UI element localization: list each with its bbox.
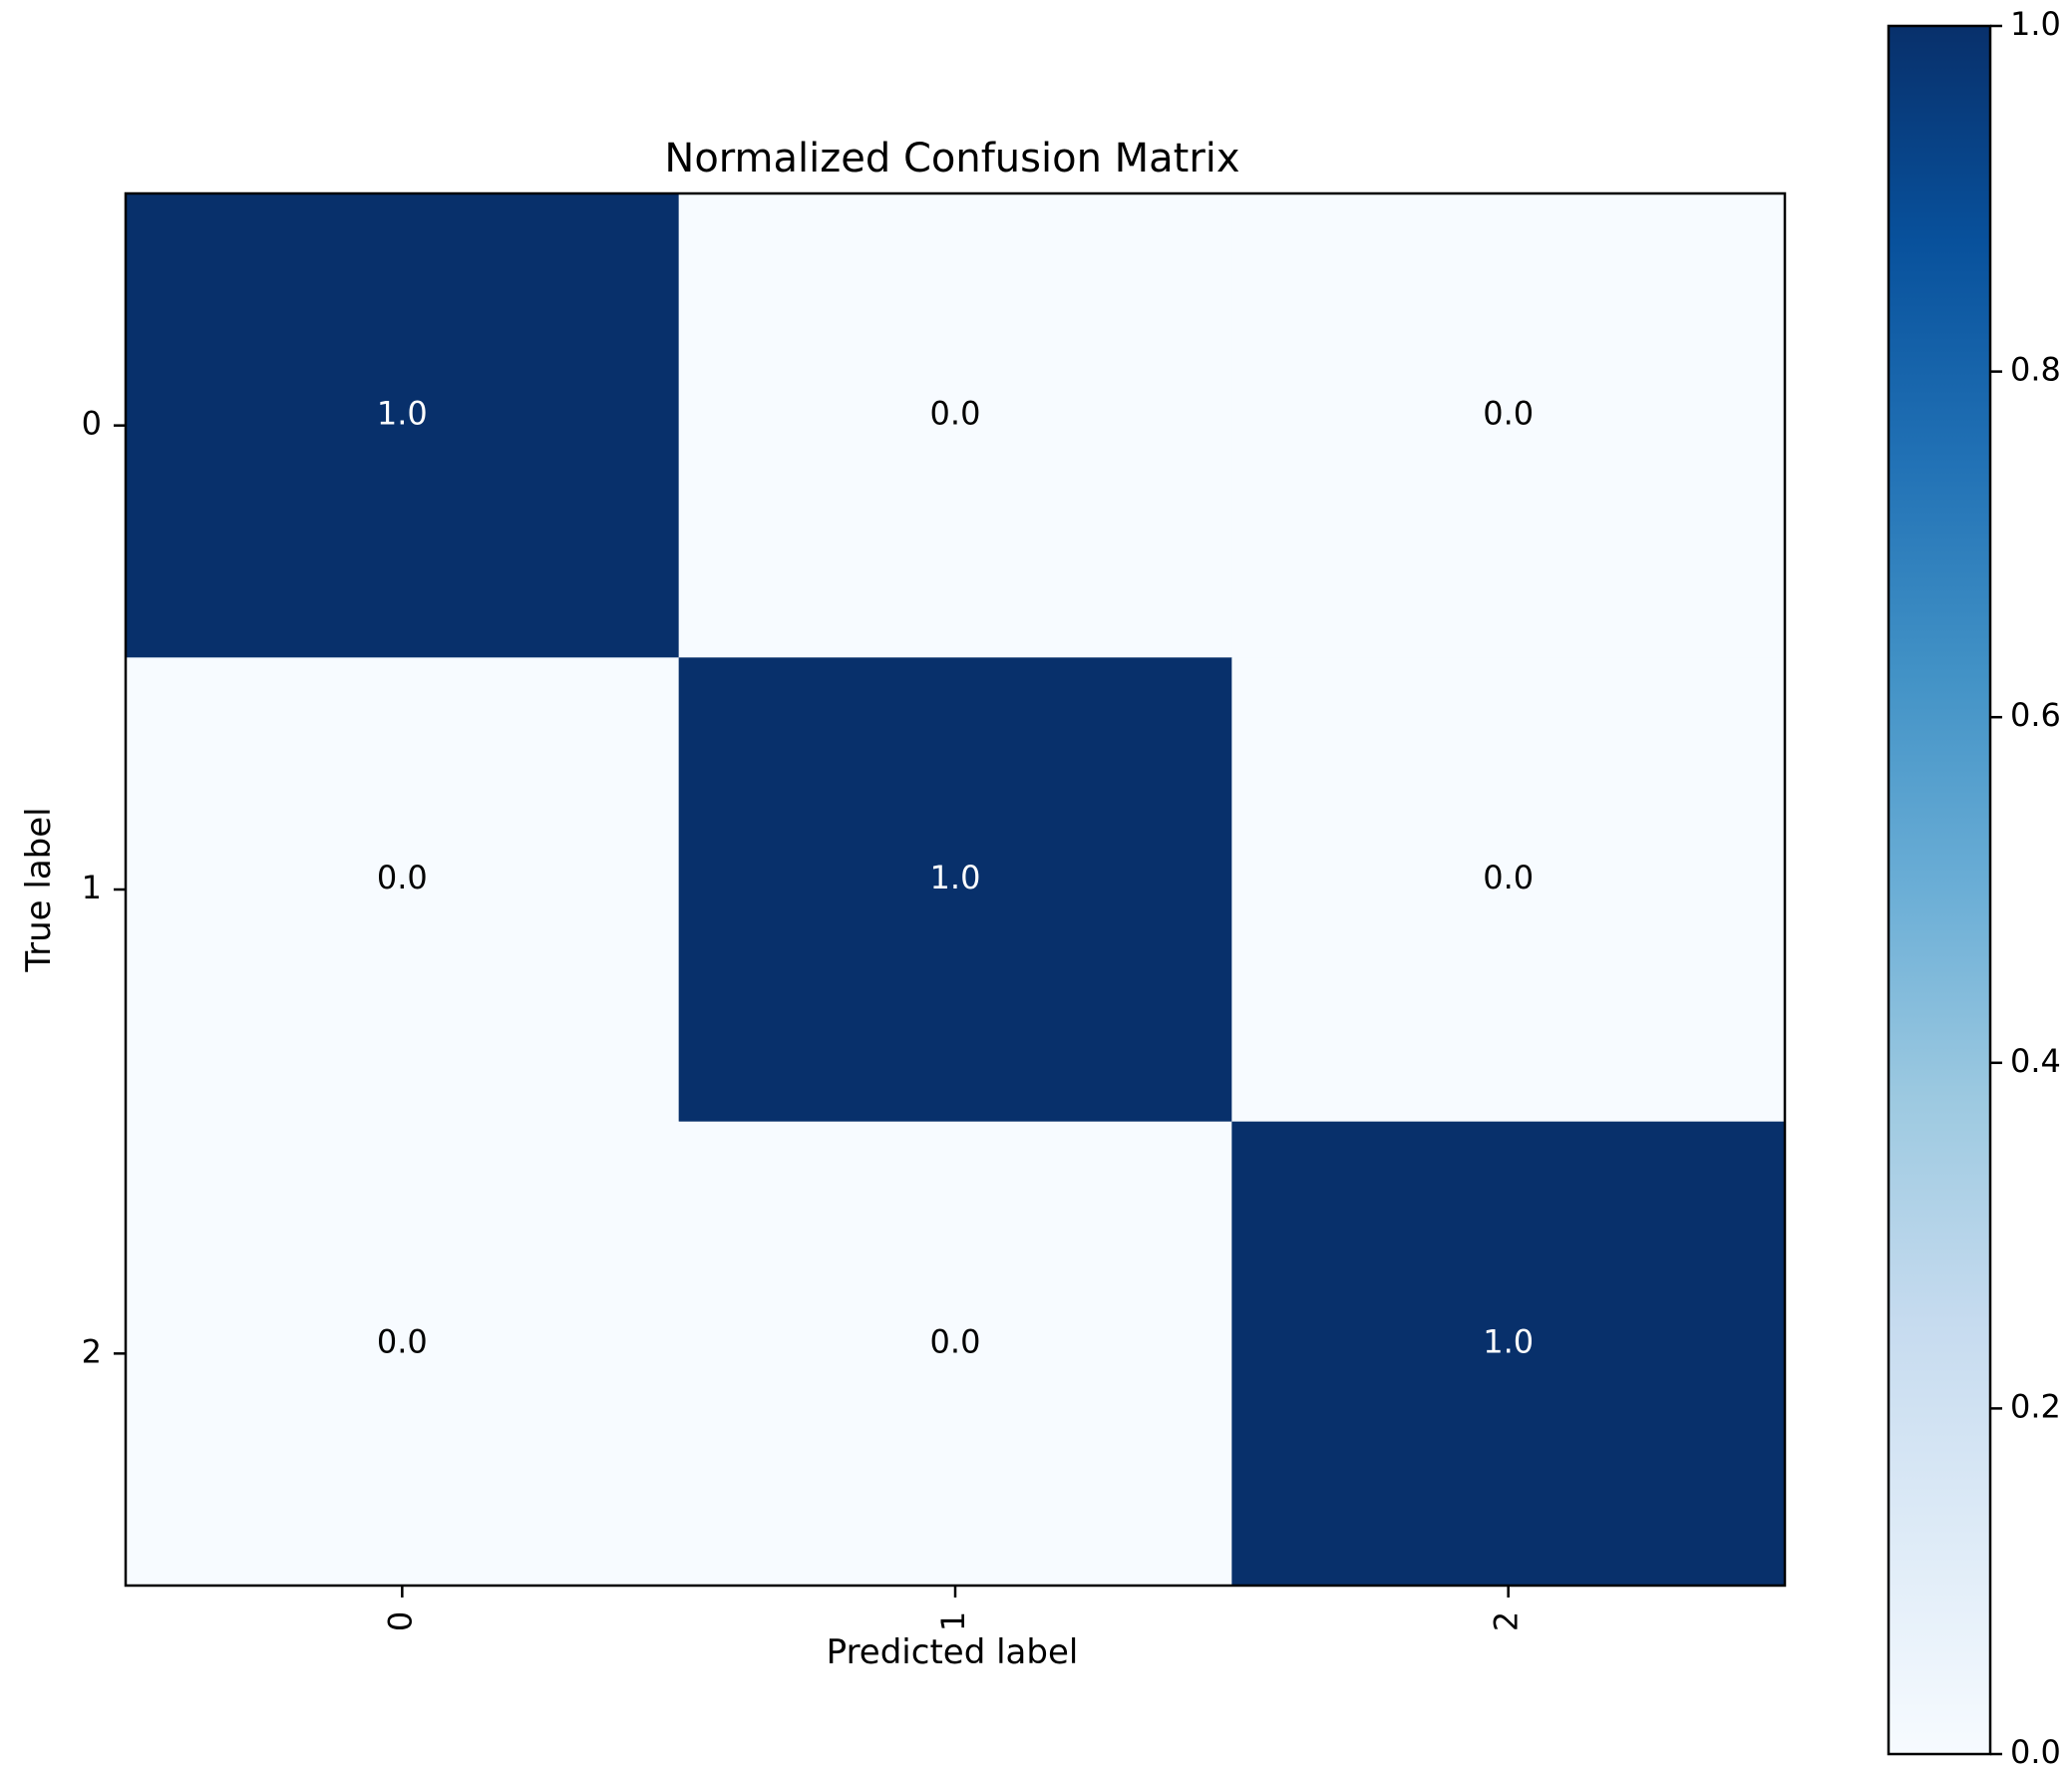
heatmap-cell-1-2 [1231,657,1786,1123]
colorbar-tick-label-3: 0.6 [2010,696,2061,734]
y-axis-label: True label [19,807,59,972]
cell-value-labels: 1.0 0.0 0.0 0.0 1.0 0.0 0.0 0.0 1.0 [377,395,1534,1361]
y-tick-label-1: 1 [82,869,102,906]
heatmap-cell-1-1 [678,657,1232,1123]
x-axis-label: Predicted label [827,1632,1079,1672]
colorbar-tick-label-0: 0.0 [2010,1733,2061,1771]
heatmap-cell-2-0 [126,1121,680,1587]
heatmap-cell-0-0 [126,193,680,658]
cell-value-label-0-1: 0.0 [930,395,981,433]
colorbar-ticks: 0.0 0.2 0.4 0.6 0.8 1.0 [1990,5,2061,1771]
heatmap-cell-0-2 [1231,193,1786,658]
y-axis-ticks: 0 1 2 [82,405,126,1370]
cell-value-label-0-2: 0.0 [1483,395,1534,433]
cell-value-label-1-2: 0.0 [1483,859,1534,896]
cell-value-label-1-1: 1.0 [930,859,981,896]
x-axis-ticks: 0 1 2 [381,1586,1526,1631]
heatmap-cells [126,193,1786,1587]
cell-value-label-2-1: 0.0 [930,1322,981,1360]
colorbar [1887,24,1992,1756]
chart-title: Normalized Confusion Matrix [664,136,1239,181]
x-tick-label-2: 2 [1488,1611,1526,1631]
heatmap-cell-0-1 [678,193,1232,658]
heatmap-cell-2-1 [678,1121,1232,1587]
cell-value-label-2-0: 0.0 [377,1322,428,1360]
colorbar-tick-label-1: 0.2 [2010,1387,2061,1425]
heatmap-cell-2-2 [1231,1121,1786,1587]
y-tick-label-0: 0 [82,405,102,443]
y-tick-label-2: 2 [82,1332,102,1370]
cell-value-label-1-0: 0.0 [377,859,428,896]
cell-value-label-2-2: 1.0 [1483,1322,1534,1360]
cell-value-label-0-0: 1.0 [377,395,428,433]
colorbar-tick-label-2: 0.4 [2010,1042,2061,1080]
x-tick-label-0: 0 [381,1611,419,1631]
x-tick-label-1: 1 [934,1611,972,1631]
colorbar-tick-label-4: 0.8 [2010,351,2061,389]
heatmap-cell-1-0 [126,657,680,1123]
colorbar-tick-label-5: 1.0 [2010,5,2061,43]
